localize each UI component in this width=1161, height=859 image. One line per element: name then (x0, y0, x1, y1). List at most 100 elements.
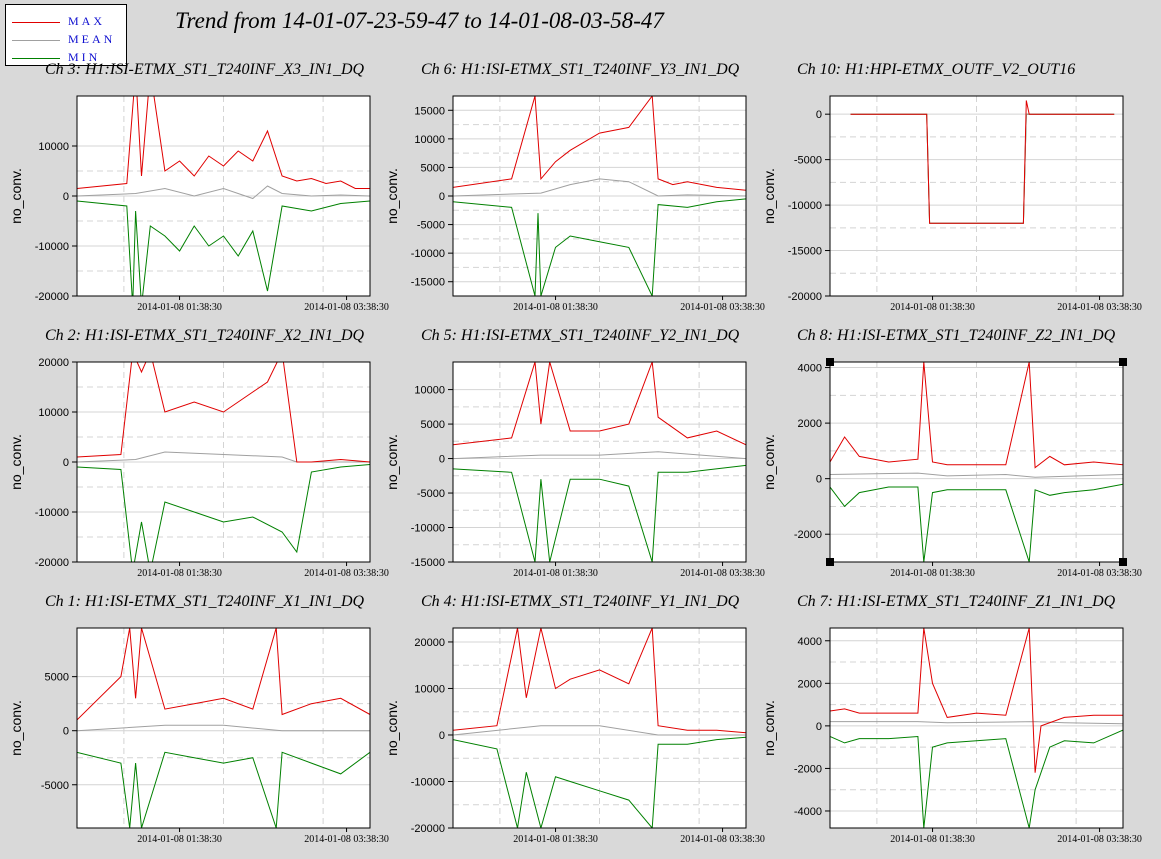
y-tick-label: 4000 (798, 636, 822, 648)
y-tick-label: 10000 (414, 134, 445, 146)
y-tick-label: -15000 (411, 277, 445, 289)
selection-handle (1119, 358, 1127, 366)
chart-panel-8: Ch 4: H1:ISI-ETMX_ST1_T240INF_Y1_IN1_DQ -… (384, 593, 765, 845)
chart-title: Ch 10: H1:HPI-ETMX_OUTF_V2_OUT16 (797, 61, 1075, 78)
series-max-line (453, 96, 746, 191)
y-axis-label: no_conv. (8, 168, 24, 224)
x-tick-label: 2014-01-08 01:38:30 (513, 302, 598, 313)
legend-item-max: MAX (6, 14, 126, 32)
series-mean-line (77, 724, 370, 732)
series-group (77, 628, 370, 828)
legend-label-mean: MEAN (68, 32, 116, 46)
y-tick-label: 5000 (45, 672, 69, 684)
chart-title: Ch 4: H1:ISI-ETMX_ST1_T240INF_Y1_IN1_DQ (421, 593, 740, 610)
plot-frame (452, 627, 747, 829)
series-mean-line (830, 721, 1123, 725)
y-tick-label: -15000 (788, 246, 822, 258)
x-tick-label: 2014-01-08 03:38:30 (680, 302, 765, 313)
series-max-line (77, 362, 370, 463)
chart-title: Ch 7: H1:ISI-ETMX_ST1_T240INF_Z1_IN1_DQ (797, 593, 1116, 610)
y-tick-label: 20000 (414, 637, 445, 649)
legend: MAX MEAN MIN (5, 4, 127, 66)
x-tick-label: 2014-01-08 01:38:30 (890, 568, 975, 579)
series-min-line (77, 200, 370, 296)
series-group (453, 628, 746, 828)
selection-handle (1119, 558, 1127, 566)
series-min-line (453, 464, 746, 562)
y-tick-label: -10000 (411, 248, 445, 260)
y-tick-label: 15000 (414, 105, 445, 117)
plot-frame (76, 627, 371, 829)
plot-frame (452, 361, 747, 563)
y-axis-label: no_conv. (761, 168, 777, 224)
series-min-line (77, 464, 370, 562)
series-min-line (453, 736, 746, 828)
page-title: Trend from 14-01-07-23-59-47 to 14-01-08… (175, 8, 664, 33)
x-tick-label: 2014-01-08 03:38:30 (304, 568, 389, 579)
y-tick-label: 5000 (421, 419, 445, 431)
chart-panel-6: Ch 8: H1:ISI-ETMX_ST1_T240INF_Z2_IN1_DQ -… (761, 327, 1142, 579)
legend-label-max: MAX (68, 14, 106, 28)
chart-panel-4: Ch 2: H1:ISI-ETMX_ST1_T240INF_X2_IN1_DQ -… (8, 327, 389, 579)
y-tick-label: -10000 (35, 241, 69, 253)
series-group (77, 362, 370, 562)
y-axis-label: no_conv. (761, 700, 777, 756)
y-tick-label: 5000 (421, 162, 445, 174)
series-group (453, 362, 746, 562)
legend-swatch-max (12, 22, 60, 23)
series-max-line (453, 628, 746, 734)
y-axis-label: no_conv. (8, 434, 24, 490)
y-tick-label: 2000 (798, 418, 822, 430)
y-tick-label: -10000 (411, 523, 445, 535)
y-tick-label: -4000 (794, 806, 822, 818)
y-tick-label: -5000 (417, 488, 445, 500)
x-tick-label: 2014-01-08 03:38:30 (1057, 834, 1142, 845)
chart-title: Ch 2: H1:ISI-ETMX_ST1_T240INF_X2_IN1_DQ (45, 327, 365, 344)
chart-title: Ch 6: H1:ISI-ETMX_ST1_T240INF_Y3_IN1_DQ (421, 61, 740, 78)
series-min-line (453, 198, 746, 296)
chart-title: Ch 5: H1:ISI-ETMX_ST1_T240INF_Y2_IN1_DQ (421, 327, 740, 344)
series-max-line (850, 100, 1115, 224)
y-tick-label: 0 (63, 726, 69, 738)
x-tick-label: 2014-01-08 03:38:30 (1057, 302, 1142, 313)
y-tick-label: -5000 (41, 780, 69, 792)
series-group (830, 628, 1123, 828)
x-tick-label: 2014-01-08 03:38:30 (304, 834, 389, 845)
y-tick-label: 0 (439, 454, 445, 466)
chart-panel-2: Ch 6: H1:ISI-ETMX_ST1_T240INF_Y3_IN1_DQ -… (384, 61, 765, 313)
y-tick-label: 10000 (414, 683, 445, 695)
y-tick-label: 0 (439, 730, 445, 742)
y-tick-label: -5000 (794, 155, 822, 167)
x-tick-label: 2014-01-08 03:38:30 (304, 302, 389, 313)
y-tick-label: -2000 (794, 763, 822, 775)
legend-swatch-mean (12, 40, 60, 41)
series-group (77, 96, 370, 296)
legend-label-min: MIN (68, 50, 101, 64)
series-mean-line (77, 185, 370, 200)
series-min-line (830, 483, 1123, 562)
y-tick-label: -20000 (411, 823, 445, 835)
chart-title: Ch 3: H1:ISI-ETMX_ST1_T240INF_X3_IN1_DQ (45, 61, 365, 78)
x-tick-label: 2014-01-08 03:38:30 (1057, 568, 1142, 579)
chart-panel-7: Ch 1: H1:ISI-ETMX_ST1_T240INF_X1_IN1_DQ -… (8, 593, 389, 845)
x-tick-label: 2014-01-08 03:38:30 (680, 568, 765, 579)
y-axis-label: no_conv. (8, 700, 24, 756)
series-max-line (830, 362, 1123, 469)
series-mean-line (453, 178, 746, 197)
y-tick-label: -10000 (788, 200, 822, 212)
y-tick-label: -20000 (788, 291, 822, 303)
y-tick-label: 0 (63, 191, 69, 203)
series-max-line (77, 96, 370, 189)
y-tick-label: -5000 (417, 220, 445, 232)
y-tick-label: 0 (816, 474, 822, 486)
x-tick-label: 2014-01-08 01:38:30 (513, 834, 598, 845)
series-group (850, 100, 1115, 224)
y-tick-label: 10000 (414, 385, 445, 397)
x-tick-label: 2014-01-08 01:38:30 (137, 302, 222, 313)
y-axis-label: no_conv. (384, 168, 400, 224)
y-axis-label: no_conv. (384, 700, 400, 756)
y-tick-label: -10000 (35, 507, 69, 519)
series-mean-line (830, 472, 1123, 478)
y-tick-label: 0 (816, 109, 822, 121)
chart-panel-5: Ch 5: H1:ISI-ETMX_ST1_T240INF_Y2_IN1_DQ -… (384, 327, 765, 579)
